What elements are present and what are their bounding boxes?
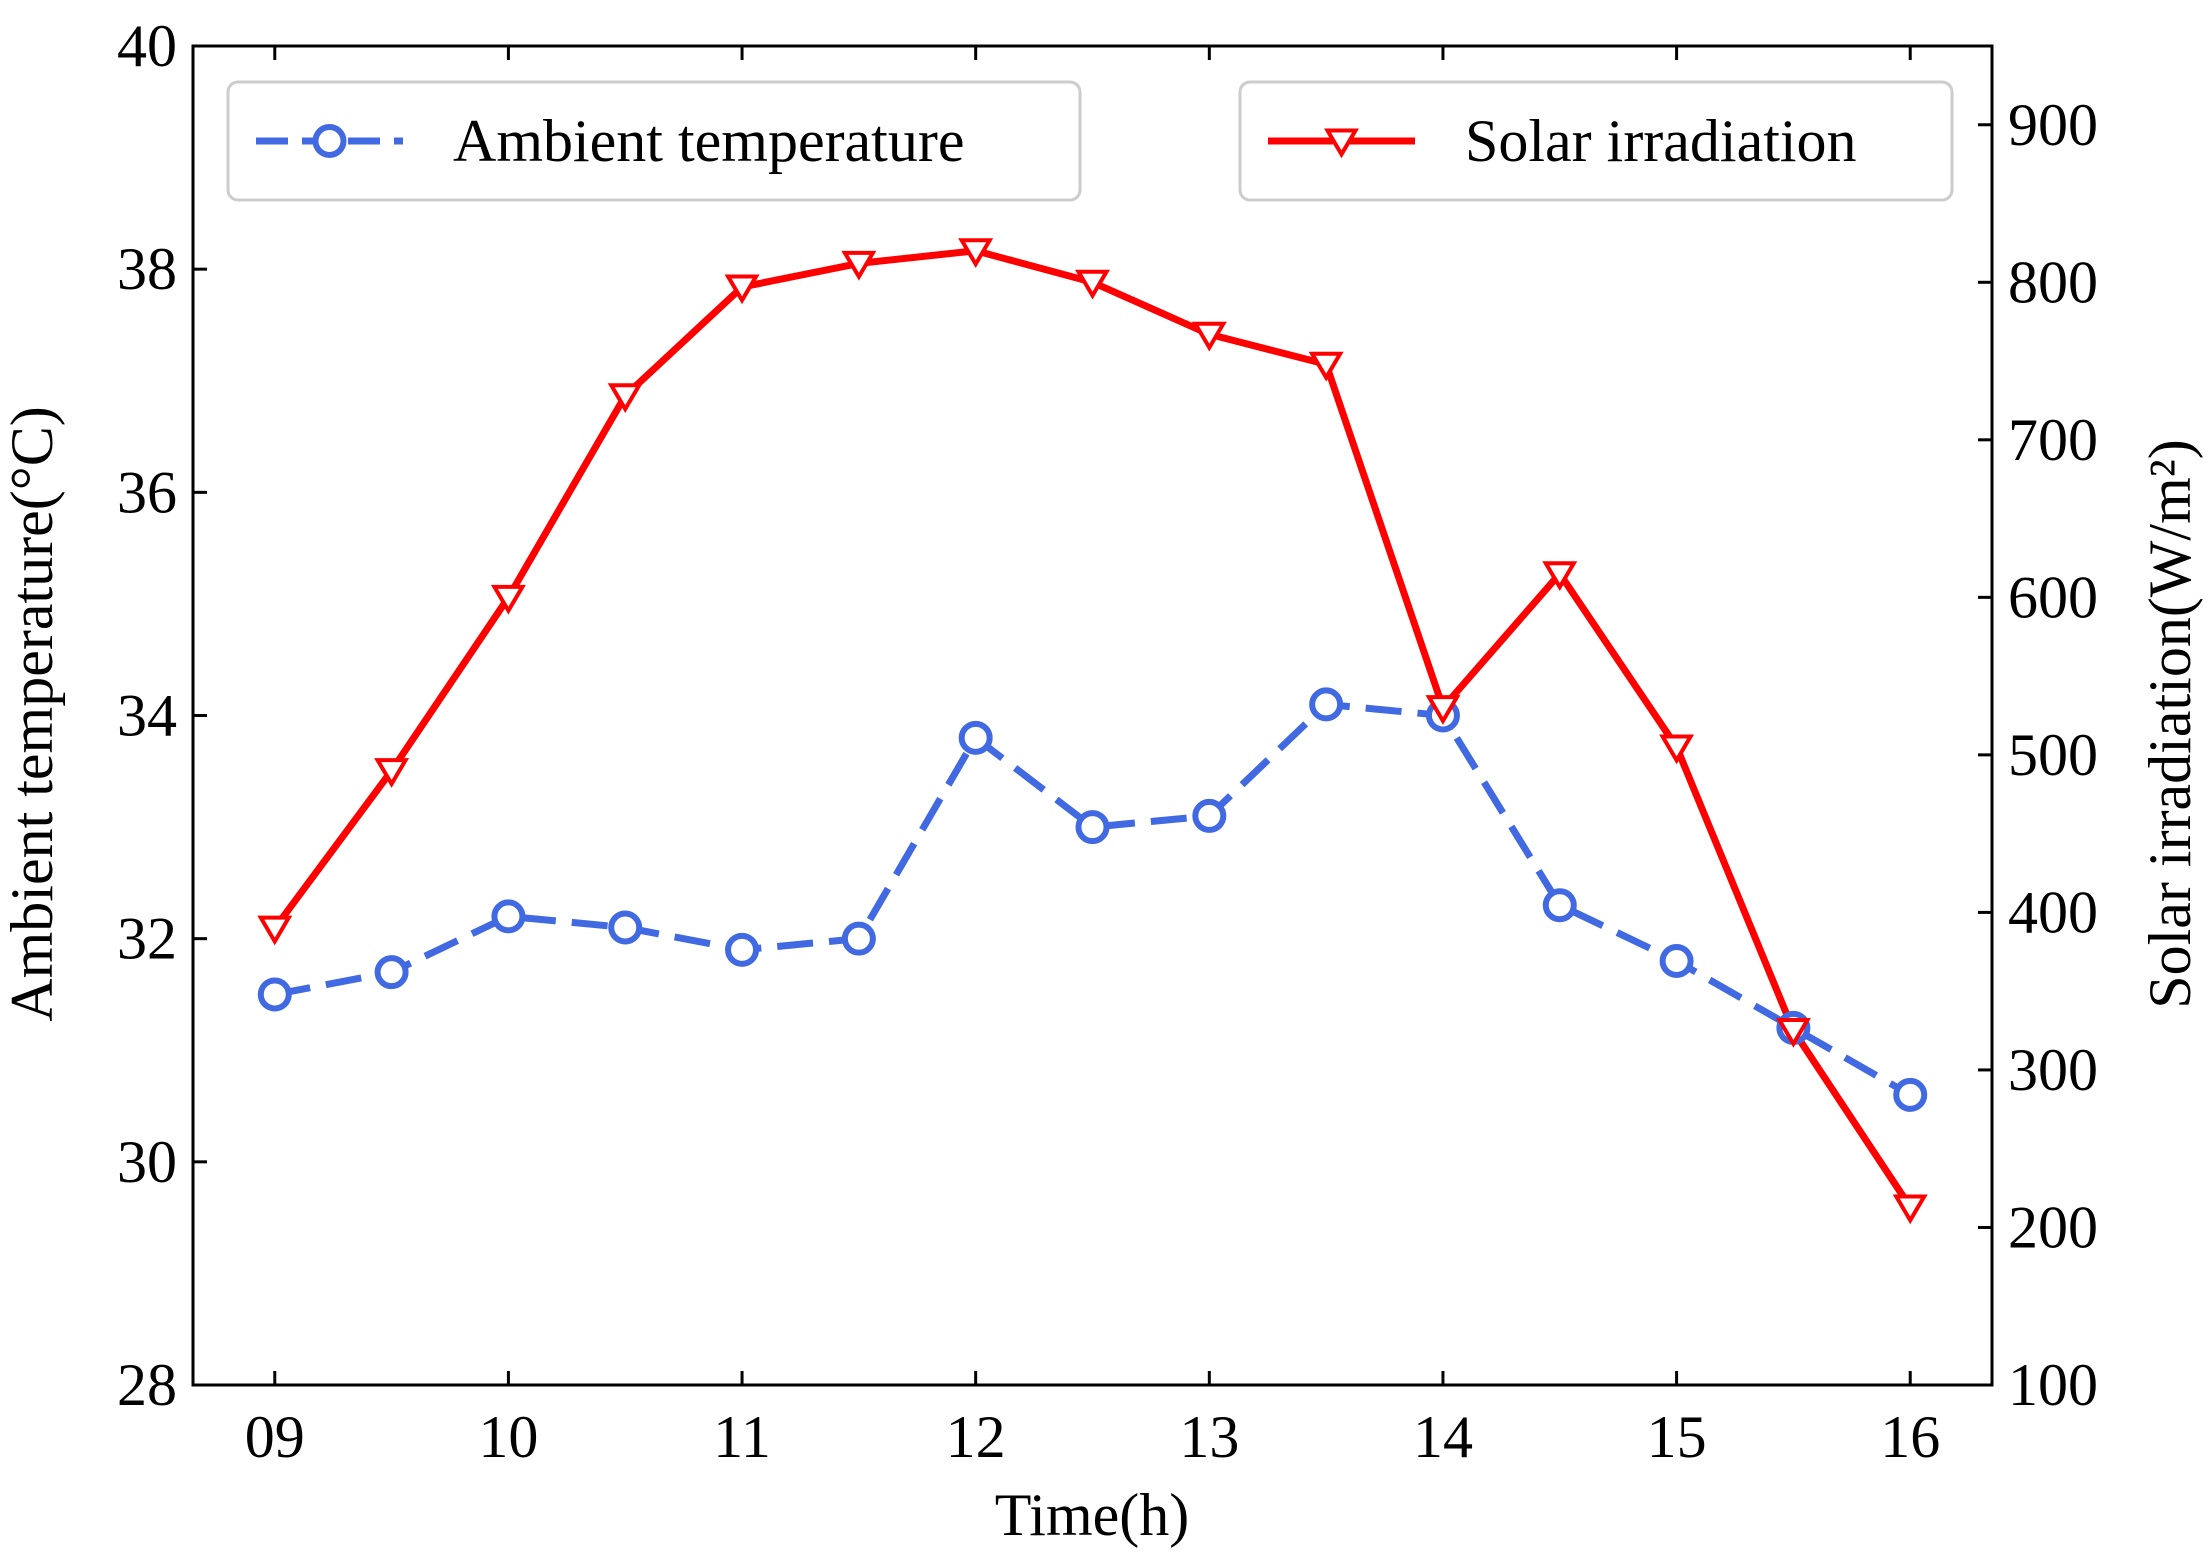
legend-label: Solar irradiation: [1465, 108, 1857, 174]
right-tick-label: 200: [2008, 1194, 2098, 1260]
ambient-temperature-point: [257, 977, 292, 1012]
solar-irradiation-point: [1425, 695, 1461, 725]
ambient-temperature-point: [1542, 888, 1577, 923]
right-tick-label: 100: [2008, 1352, 2098, 1418]
left-tick-label: 40: [117, 13, 177, 79]
solar-irradiation-point: [1542, 561, 1578, 591]
right-tick-label: 800: [2008, 249, 2098, 315]
solar-irradiation-point: [607, 383, 643, 413]
ambient-temperature-point: [608, 910, 643, 945]
legend-solar-irradiation: Solar irradiation: [1238, 80, 1954, 202]
solar-irradiation-point: [1775, 1018, 1811, 1048]
solar-irradiation-point: [1075, 269, 1110, 300]
left-tick-label: 38: [117, 236, 177, 302]
ambient-temperature-point: [1309, 687, 1344, 722]
x-tick-label: 16: [1880, 1404, 1940, 1470]
x-tick-label: 10: [478, 1404, 538, 1470]
right-tick-label: 500: [2008, 722, 2098, 788]
ambient-temperature-point: [1192, 798, 1227, 833]
right-tick-label: 400: [2008, 879, 2098, 945]
axis-ticks: 09 10 11 12 13 14 15 16 28 30 32 34 36 38 40 100 200 300 4…: [117, 13, 2098, 1470]
solar-irradiation-point: [490, 584, 526, 615]
solar-irradiation-point: [257, 915, 293, 946]
series-lines: [271, 247, 1914, 1209]
ambient-temperature-point: [841, 921, 876, 956]
right-tick-label: 600: [2008, 564, 2098, 630]
left-tick-label: 32: [117, 906, 177, 972]
right-axis-title: Solar irradiation(W/m²): [2137, 439, 2203, 1008]
solar-irradiation-point: [724, 274, 760, 305]
legend-ambient-temperature: Ambient temperature: [226, 80, 1082, 202]
ambient-temperature-line: [274, 700, 1912, 1098]
solar-irradiation-point: [841, 250, 877, 281]
solar-irradiation-point: [958, 238, 994, 269]
ambient-temperature-point: [958, 720, 993, 755]
legend-frame: [1238, 80, 1954, 202]
solar-irradiation-point: [1892, 1194, 1928, 1225]
x-tick-label: 09: [245, 1404, 305, 1470]
solar-irradiation-line: [271, 247, 1914, 1209]
solar-irradiation-point: [1308, 351, 1344, 382]
left-tick-label: 28: [117, 1352, 177, 1418]
legend-label: Ambient temperature: [453, 108, 964, 174]
ambient-temperature-point: [1893, 1077, 1928, 1112]
legends: Ambient temperature Solar irradiation: [226, 80, 1954, 202]
left-axis-title: Ambient temperature(°C): [0, 406, 65, 1021]
x-tick-label: 13: [1179, 1404, 1239, 1470]
x-tick-label: 15: [1647, 1404, 1707, 1470]
left-tick-label: 34: [117, 683, 177, 749]
x-axis-title: Time(h): [995, 1482, 1189, 1548]
series-markers: [257, 238, 1928, 1225]
plot-frame: [191, 44, 1994, 1387]
legend-frame: [226, 80, 1082, 202]
ambient-temperature-point: [1659, 943, 1694, 978]
left-tick-label: 36: [117, 459, 177, 525]
left-tick-label: 30: [117, 1129, 177, 1195]
ambient-temperature-point: [491, 899, 526, 934]
solar-irradiation-point: [1191, 321, 1227, 352]
right-tick-label: 300: [2008, 1037, 2098, 1103]
right-tick-label: 700: [2008, 407, 2098, 473]
ambient-temperature-point: [725, 932, 760, 967]
solar-irradiation-point: [1659, 734, 1695, 765]
x-tick-label: 12: [946, 1404, 1006, 1470]
legend-marker-sample: [1324, 128, 1359, 159]
ambient-temperature-point: [1075, 810, 1110, 845]
x-tick-label: 14: [1413, 1404, 1473, 1470]
x-tick-label: 11: [713, 1404, 771, 1470]
ambient-temperature-point: [374, 955, 409, 990]
legend-marker-sample: [312, 124, 347, 158]
plot-border: [191, 44, 1994, 1387]
axis-titles: Time(h) Ambient temperature(°C) Solar ir…: [0, 406, 2203, 1548]
solar-irradiation-point: [374, 758, 410, 788]
right-tick-label: 900: [2008, 92, 2098, 158]
